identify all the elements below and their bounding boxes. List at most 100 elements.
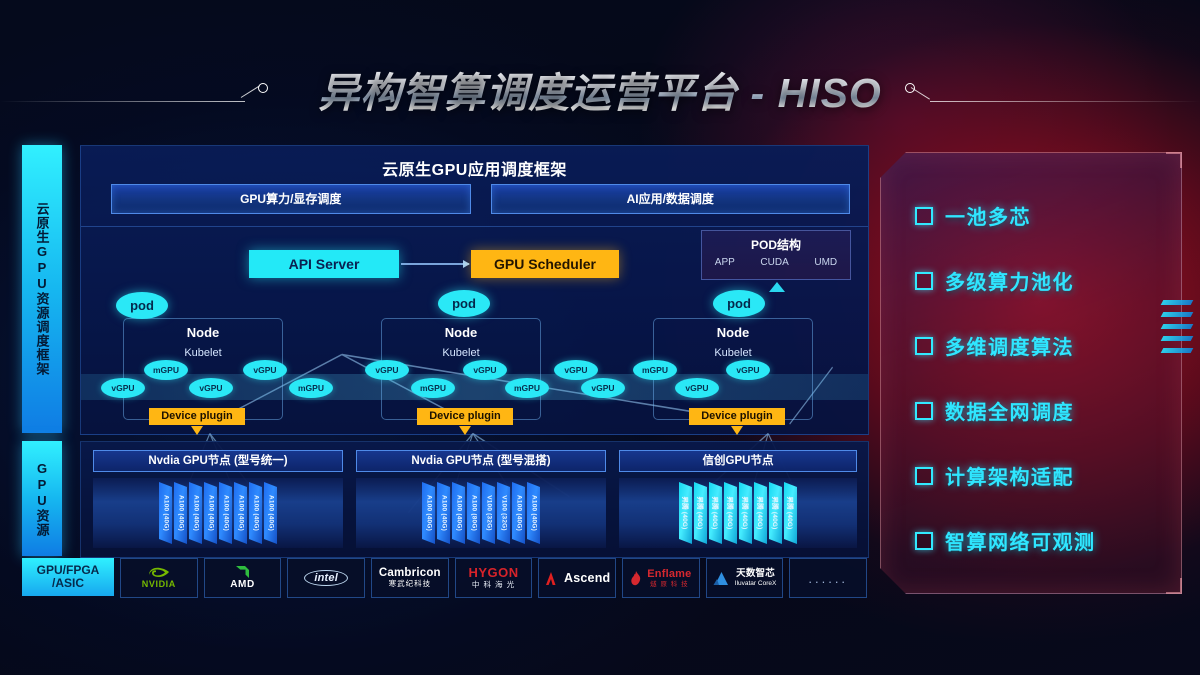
feature-item-2[interactable]: 多级算力池化 bbox=[915, 266, 1074, 295]
gpu-chip[interactable]: vGPU bbox=[243, 360, 287, 380]
pod-node-3[interactable]: pod bbox=[713, 290, 765, 317]
checkbox-icon bbox=[915, 337, 933, 355]
bar-gpu-compute[interactable]: GPU算力/显存调度 bbox=[111, 184, 471, 214]
iluvatar-mountain-icon bbox=[713, 571, 728, 585]
api-server-node[interactable]: API Server bbox=[249, 250, 399, 278]
gpu-card[interactable]: A100 (40G) bbox=[234, 482, 247, 544]
gpu-card[interactable]: A100 (40G) bbox=[249, 482, 262, 544]
gpu-card[interactable]: A100 (40G) bbox=[219, 482, 232, 544]
gpu-chip[interactable]: mGPU bbox=[505, 378, 549, 398]
feature-label: 智算网络可观测 bbox=[945, 532, 1096, 554]
vendor-name: Ascend bbox=[564, 571, 611, 585]
pod-node-1[interactable]: pod bbox=[116, 292, 168, 319]
gpu-card[interactable]: A100 (40G) bbox=[264, 482, 277, 544]
side-tab-gpu-resource[interactable]: GPU资源 bbox=[22, 441, 62, 556]
gpu-chip[interactable]: mGPU bbox=[633, 360, 677, 380]
edge-stripe-3 bbox=[1160, 324, 1194, 329]
gpu-card[interactable]: A100 (80G) bbox=[467, 482, 480, 544]
page-title: 异构智算调度运营平台 - HISO bbox=[0, 62, 1200, 124]
gpu-card[interactable]: 昇腾 (40G) bbox=[784, 482, 797, 544]
gpu-card[interactable]: 昇腾 (40G) bbox=[709, 482, 722, 544]
vendor-enflame[interactable]: Enflame 燧 原 科 技 bbox=[622, 558, 700, 598]
node-cluster: Node Kubelet pod vGPU mGPU vGPU vGPU mGP… bbox=[81, 290, 868, 435]
device-plugin-2[interactable]: Device plugin bbox=[417, 408, 513, 425]
feature-item-1[interactable]: 一池多芯 bbox=[915, 201, 1031, 230]
gpu-chip[interactable]: mGPU bbox=[411, 378, 455, 398]
vendor-sub: Iluvatar CoreX bbox=[734, 579, 777, 587]
gpu-card-label: 昇腾 (40G) bbox=[755, 496, 763, 530]
feature-item-6[interactable]: 智算网络可观测 bbox=[915, 526, 1096, 555]
gpu-card[interactable]: 昇腾 (40G) bbox=[739, 482, 752, 544]
device-plugin-3[interactable]: Device plugin bbox=[689, 408, 785, 425]
edge-stripe-5 bbox=[1160, 348, 1194, 353]
gpu-card[interactable]: V100 (32G) bbox=[497, 482, 510, 544]
gpu-chip[interactable]: vGPU bbox=[675, 378, 719, 398]
gpu-chip[interactable]: vGPU bbox=[189, 378, 233, 398]
gpu-card-label: 昇腾 (40G) bbox=[740, 496, 748, 530]
gpu-card-label: A100 (40G) bbox=[207, 495, 214, 531]
gpu-card[interactable]: A100 (40G) bbox=[159, 482, 172, 544]
gpu-chip[interactable]: vGPU bbox=[463, 360, 507, 380]
gpu-card[interactable]: 昇腾 (40G) bbox=[769, 482, 782, 544]
feature-panel: 一池多芯 多级算力池化 多维调度算法 数据全网调度 计算架构适配 智算网络可观测 bbox=[880, 152, 1182, 594]
gpu-card[interactable]: 昇腾 (40G) bbox=[754, 482, 767, 544]
gpu-card[interactable]: 昇腾 (40G) bbox=[679, 482, 692, 544]
framework-bar-row: GPU算力/显存调度 AI应用/数据调度 bbox=[111, 184, 850, 214]
pod-structure-title: POD结构 bbox=[750, 238, 801, 252]
feature-item-4[interactable]: 数据全网调度 bbox=[915, 396, 1074, 425]
feature-item-3[interactable]: 多维调度算法 bbox=[915, 331, 1074, 360]
pod-node-2[interactable]: pod bbox=[438, 290, 490, 317]
vendor-name: NVIDIA bbox=[141, 579, 176, 590]
edge-stripe-4 bbox=[1160, 336, 1194, 341]
gpu-card-label: 昇腾 (40G) bbox=[770, 496, 778, 530]
gpu-card[interactable]: 昇腾 (40G) bbox=[724, 482, 737, 544]
kubelet-label: Kubelet bbox=[442, 347, 480, 359]
gpu-card-row-2: A100 (40G) A100 (40G) A100 (40G) A100 (8… bbox=[356, 478, 606, 548]
gpu-card-label: A100 (40G) bbox=[162, 495, 169, 531]
vendor-cambricon[interactable]: Cambricon 寒武纪科技 bbox=[371, 558, 449, 598]
vendor-nvidia[interactable]: NVIDIA bbox=[120, 558, 198, 598]
gpu-card[interactable]: A100 (40G) bbox=[437, 482, 450, 544]
checkbox-icon bbox=[915, 207, 933, 225]
gpu-card[interactable]: A100 (40G) bbox=[452, 482, 465, 544]
gpu-shelf bbox=[356, 478, 606, 548]
vendor-category-label: GPU/FPGA /ASIC bbox=[22, 558, 114, 596]
gpu-chip[interactable]: mGPU bbox=[144, 360, 188, 380]
vendor-intel[interactable]: intel bbox=[287, 558, 366, 598]
vendor-hygon[interactable]: HYGON 中 科 海 光 bbox=[454, 558, 533, 598]
vendor-more[interactable]: ...... bbox=[789, 558, 868, 598]
vendor-amd[interactable]: AMD bbox=[203, 558, 282, 598]
gpu-chip[interactable]: vGPU bbox=[726, 360, 770, 380]
device-plugin-arrow-icon bbox=[459, 426, 471, 435]
gpu-card[interactable]: A100 (40G) bbox=[422, 482, 435, 544]
gpu-card-label: 昇腾 (40G) bbox=[680, 496, 688, 530]
feature-item-5[interactable]: 计算架构适配 bbox=[915, 461, 1074, 490]
gpu-card[interactable]: V100 (32G) bbox=[482, 482, 495, 544]
gpu-chip[interactable]: mGPU bbox=[289, 378, 333, 398]
gpu-card[interactable]: A100 (40G) bbox=[174, 482, 187, 544]
gpu-card[interactable]: A100 (40G) bbox=[527, 482, 540, 544]
gpu-card[interactable]: A100 (40G) bbox=[512, 482, 525, 544]
gpu-card[interactable]: 昇腾 (40G) bbox=[694, 482, 707, 544]
gpu-card[interactable]: A100 (40G) bbox=[189, 482, 202, 544]
vendor-iluvatar[interactable]: 天数智芯 Iluvatar CoreX bbox=[705, 558, 784, 598]
bar-ai-data[interactable]: AI应用/数据调度 bbox=[490, 184, 850, 214]
gpu-chip[interactable]: vGPU bbox=[365, 360, 409, 380]
gpu-scheduler-node[interactable]: GPU Scheduler bbox=[471, 250, 619, 278]
vendor-ascend[interactable]: Ascend bbox=[538, 558, 617, 598]
gpu-card-label: 昇腾 (40G) bbox=[695, 496, 703, 530]
gpu-card[interactable]: A100 (40G) bbox=[204, 482, 217, 544]
gpu-group-1: Nvdia GPU节点 (型号统一) A100 (40G) A100 (40G)… bbox=[93, 450, 343, 550]
device-plugin-1[interactable]: Device plugin bbox=[149, 408, 245, 425]
side-tab-cloud-native[interactable]: 云原生GPU资源调度框架 bbox=[22, 145, 62, 433]
gpu-chip[interactable]: vGPU bbox=[101, 378, 145, 398]
gpu-chip[interactable]: vGPU bbox=[581, 378, 625, 398]
vendor-category-text: GPU/FPGA /ASIC bbox=[36, 563, 100, 590]
gpu-chip[interactable]: vGPU bbox=[554, 360, 598, 380]
node-label: Node bbox=[716, 325, 750, 340]
gpu-card-label: V100 (32G) bbox=[485, 495, 492, 531]
gpu-card-label: A100 (40G) bbox=[440, 495, 447, 531]
gpu-card-label: A100 (40G) bbox=[222, 495, 229, 531]
gpu-group-header: Nvdia GPU节点 (型号混搭) bbox=[356, 450, 606, 472]
